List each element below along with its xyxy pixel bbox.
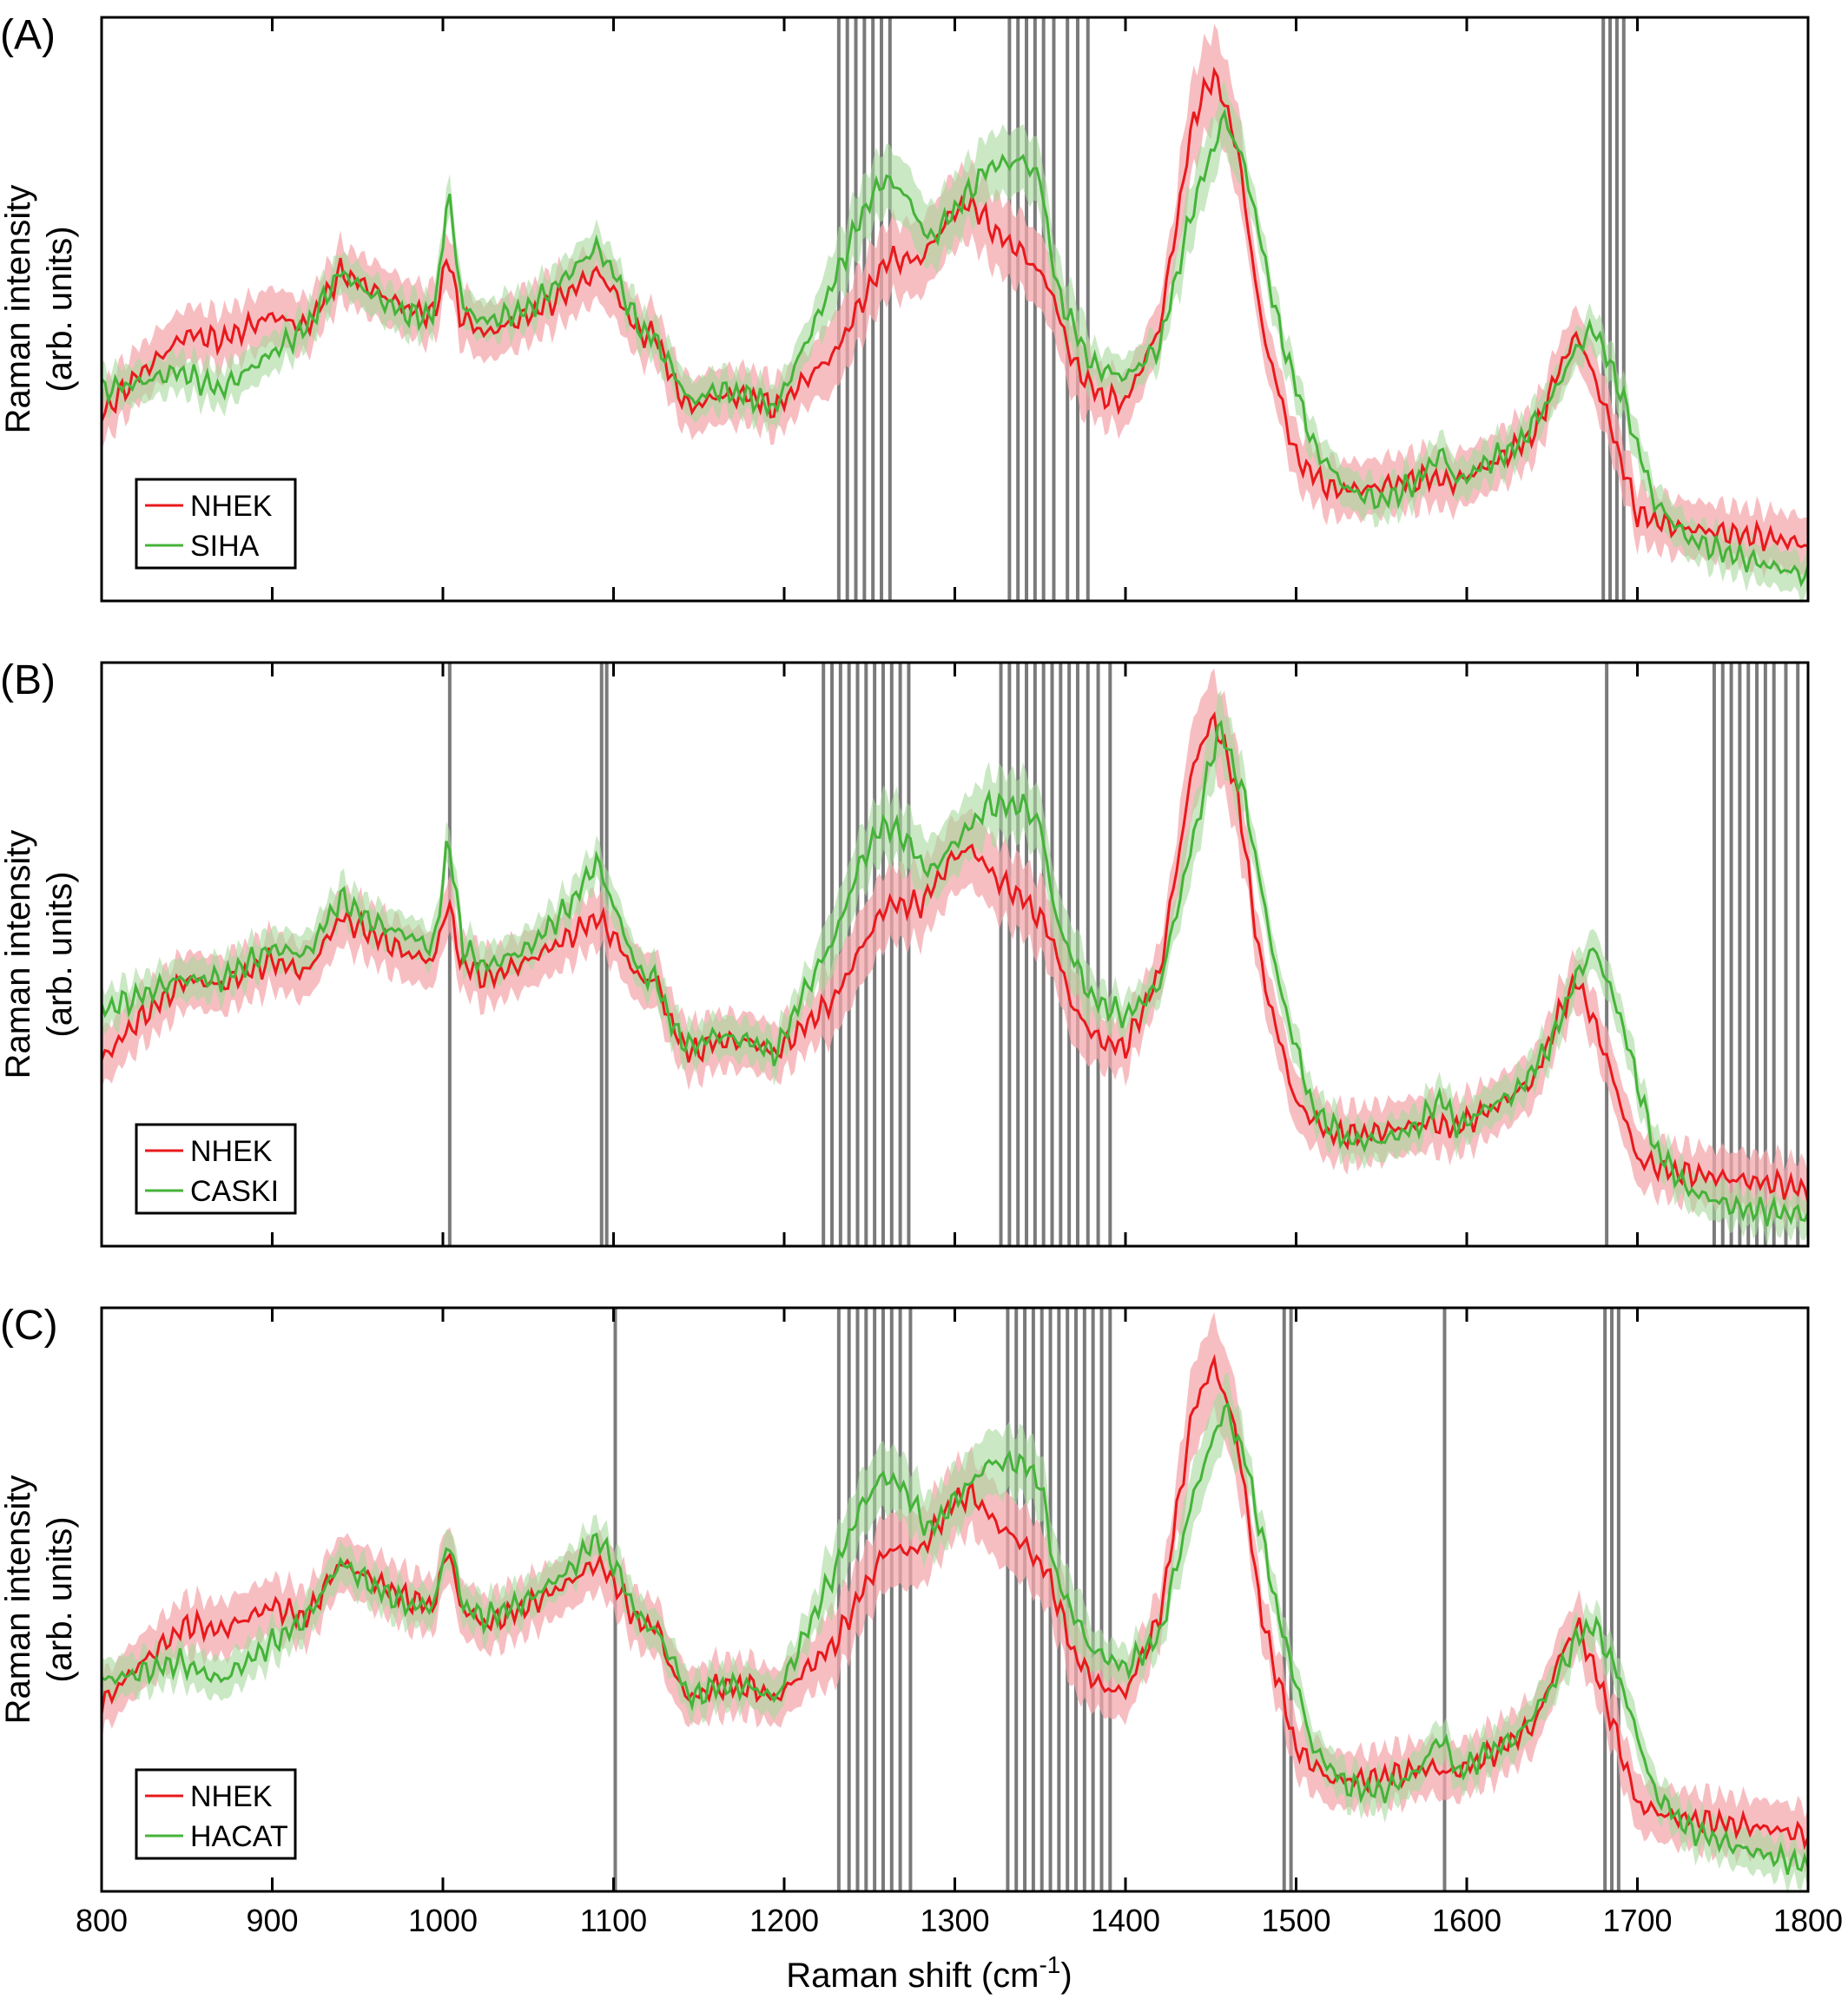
series-band-nhek [102,23,1808,579]
x-tick-label: 1400 [1091,1903,1160,1938]
x-axis-label-end: ) [1060,1957,1072,1995]
series-band-hacat [102,1371,1808,1895]
x-tick-label: 1200 [749,1903,819,1938]
x-tick-label: 1100 [580,1903,647,1938]
x-axis-label: Raman shift (cm-1) [786,1951,1072,1995]
legend-box [135,1123,297,1215]
y-axis-label: Raman intensity [0,830,37,1079]
panel-label: (B) [0,657,56,703]
panel-1: (A) Raman intensity (arb. units) NHEK SIHA [0,12,1810,604]
x-axis-label-main: Raman shift (cm [786,1957,1039,1995]
series-line-nhek [100,66,1809,551]
x-axis-label-sup: -1 [1039,1951,1060,1978]
series-line-caski [100,719,1810,1227]
panel-2: (B) Raman intensity (arb. units) NHEK CASKI [0,657,1810,1248]
panel-label: (C) [0,1303,58,1349]
legend-label: NHEK [190,1135,273,1168]
panel-label: (A) [0,12,56,58]
legend-label: CASKI [190,1175,279,1208]
x-tick-label: 1600 [1432,1903,1502,1938]
series-line-siha [100,108,1810,588]
y-axis-label: Raman intensity [0,1475,37,1725]
series-band-nhek [102,668,1808,1230]
legend: NHEK CASKI [135,1123,297,1215]
legend-box [135,478,297,570]
legend-label: NHEK [190,1780,273,1813]
x-tick-label: 900 [246,1903,298,1938]
legend-label: SIHA [190,530,260,563]
legend-box [135,1768,297,1860]
x-tick-label: 1300 [920,1903,989,1938]
y-axis-label: Raman intensity [0,185,37,434]
series-band-siha [102,80,1808,604]
y-axis-label: (arb. units) [41,1516,79,1682]
series-band-caski [102,690,1808,1246]
x-tick-label: 1700 [1602,1903,1672,1938]
y-axis-label: (arb. units) [41,226,79,392]
legend-label: HACAT [190,1820,288,1853]
panel-3: 800 900 1000 1100 1200 1300 1400 1500 1600 1700 18… [0,1303,1843,1938]
x-tick-label: 1800 [1773,1903,1843,1938]
legend: NHEK SIHA [135,478,297,570]
y-axis-label: (arb. units) [41,871,79,1037]
x-tick-label: 800 [76,1903,128,1938]
series-band-nhek [102,1311,1808,1874]
legend: NHEK HACAT [135,1768,297,1860]
x-tick-label: 1500 [1261,1903,1330,1938]
series-line-nhek [100,1353,1810,1851]
plot-frame [100,661,1810,1248]
series-line-hacat [101,1402,1810,1875]
series-line-nhek [100,711,1810,1203]
x-tick-label: 1000 [408,1903,478,1938]
legend-label: NHEK [190,490,273,523]
